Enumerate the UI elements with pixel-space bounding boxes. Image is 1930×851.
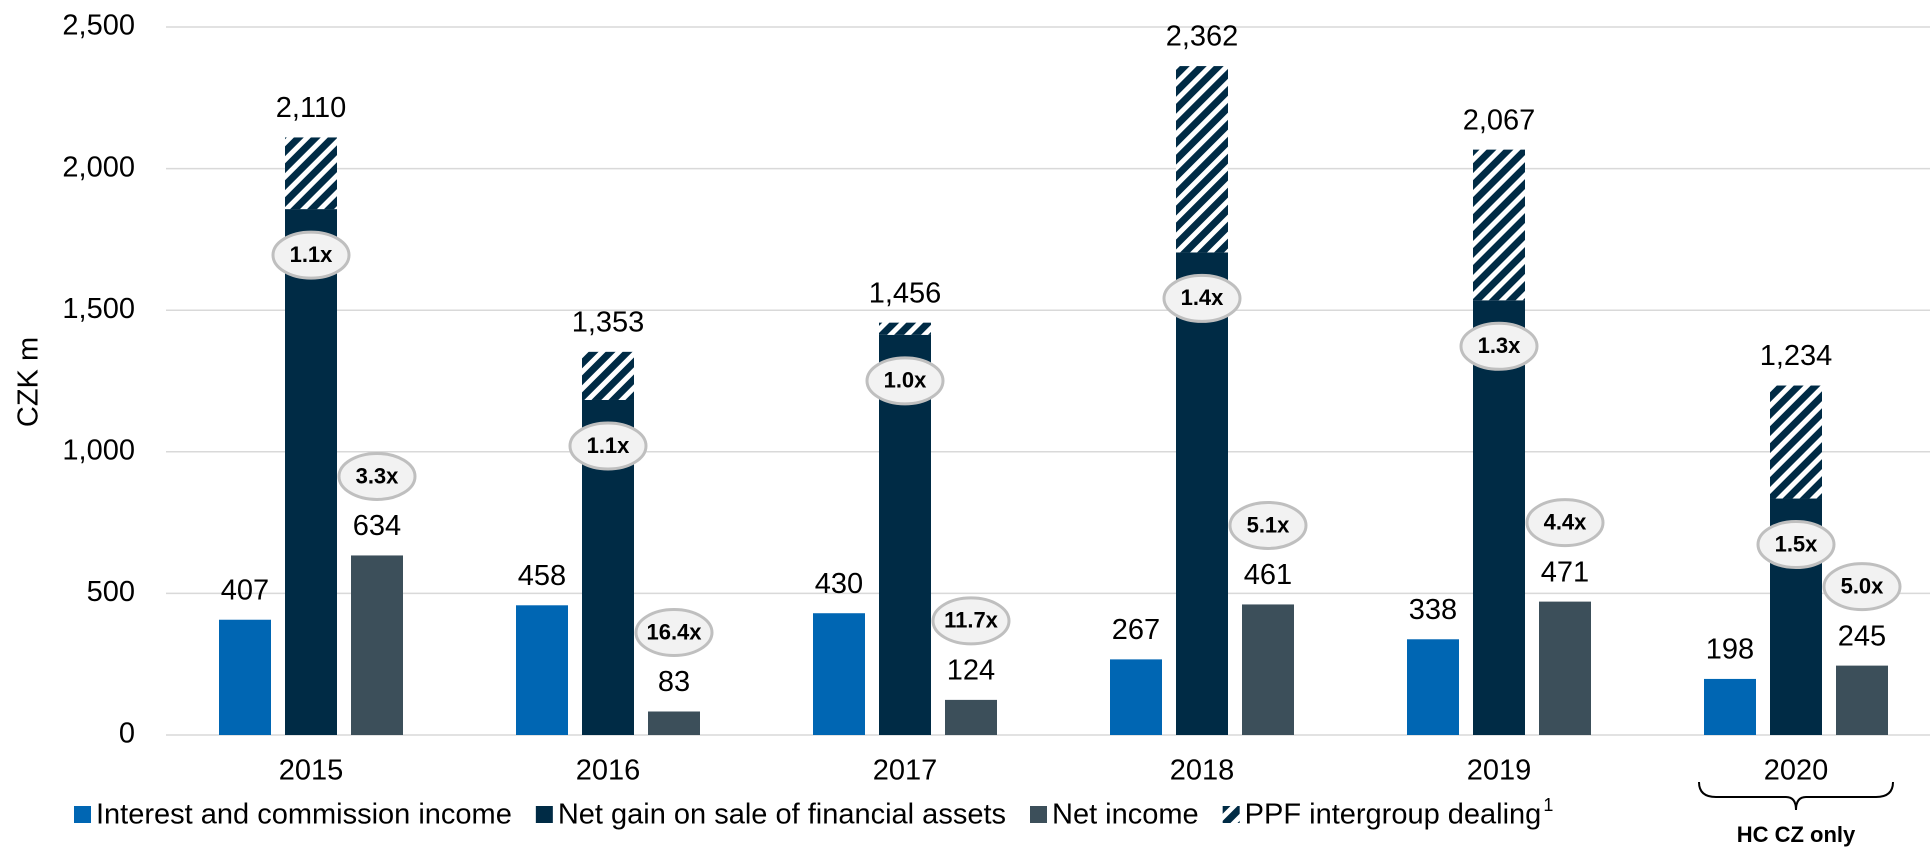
bar bbox=[1473, 149, 1525, 301]
multiple-badge bbox=[1162, 273, 1242, 323]
multiple-label: 1.3x bbox=[1478, 333, 1522, 358]
data-label: 245 bbox=[1838, 620, 1886, 652]
bar bbox=[1836, 665, 1888, 735]
legend-swatch bbox=[535, 806, 553, 823]
bar bbox=[1176, 252, 1228, 736]
stack-total-label: 1,234 bbox=[1760, 340, 1833, 372]
y-tick-label: 2,000 bbox=[62, 151, 135, 183]
x-tick-label: 2018 bbox=[1170, 755, 1235, 787]
multiple-label: 5.0x bbox=[1841, 573, 1885, 598]
stack-total-label: 2,362 bbox=[1166, 21, 1239, 53]
data-label: 83 bbox=[658, 666, 690, 698]
y-tick-label: 500 bbox=[87, 576, 135, 608]
multiple-label: 4.4x bbox=[1544, 509, 1588, 534]
multiple-badge bbox=[1822, 562, 1902, 612]
data-label: 458 bbox=[518, 560, 566, 592]
bar bbox=[1242, 604, 1294, 735]
bar bbox=[516, 605, 568, 735]
bracket-note: HC CZ only bbox=[1737, 822, 1856, 847]
multiple-label: 16.4x bbox=[646, 619, 702, 644]
data-label: 267 bbox=[1112, 614, 1160, 646]
multiple-badge bbox=[337, 451, 417, 501]
multiple-badge bbox=[1525, 498, 1605, 548]
x-tick-label: 2017 bbox=[873, 755, 938, 787]
y-tick-label: 1,500 bbox=[62, 293, 135, 325]
bar bbox=[879, 322, 931, 335]
y-axis-title: CZK m bbox=[13, 337, 45, 427]
multiple-label: 3.3x bbox=[356, 463, 400, 488]
legend-swatch bbox=[74, 806, 91, 823]
x-tick-label: 2016 bbox=[576, 755, 641, 787]
bar bbox=[582, 351, 634, 400]
multiple-label: 1.4x bbox=[1181, 285, 1225, 310]
bar bbox=[285, 209, 337, 735]
multiple-badge bbox=[1756, 520, 1836, 570]
y-tick-label: 1,000 bbox=[62, 434, 135, 466]
bar bbox=[648, 711, 700, 735]
multiple-label: 1.0x bbox=[884, 368, 928, 393]
stack-total-label: 1,456 bbox=[869, 277, 942, 309]
bar bbox=[1770, 385, 1822, 499]
bar bbox=[1176, 66, 1228, 253]
legend-swatch bbox=[1030, 806, 1047, 823]
multiple-badge bbox=[634, 607, 714, 657]
data-label: 471 bbox=[1541, 556, 1589, 588]
data-label: 198 bbox=[1706, 634, 1754, 666]
bar bbox=[813, 613, 865, 735]
bar bbox=[945, 699, 997, 735]
legend-swatch bbox=[1222, 806, 1240, 823]
x-tick-label: 2020 bbox=[1764, 755, 1829, 787]
legend-label: Net income bbox=[1052, 799, 1199, 831]
data-label: 338 bbox=[1409, 594, 1457, 626]
y-tick-label: 0 bbox=[119, 718, 135, 750]
bar bbox=[219, 619, 271, 735]
y-tick-label: 2,500 bbox=[62, 10, 135, 42]
stack-total-label: 2,110 bbox=[276, 92, 346, 124]
legend-label: Net gain on sale of financial assets bbox=[558, 799, 1006, 831]
multiple-label: 1.1x bbox=[290, 242, 334, 267]
bracket bbox=[1698, 781, 1894, 811]
x-tick-label: 2019 bbox=[1467, 755, 1532, 787]
bar bbox=[1407, 639, 1459, 735]
bar bbox=[1110, 659, 1162, 735]
legend-label: Interest and commission income bbox=[96, 799, 512, 831]
legend-label: PPF intergroup dealing bbox=[1245, 799, 1542, 831]
bar bbox=[1704, 678, 1756, 735]
data-label: 634 bbox=[353, 510, 401, 542]
multiple-label: 5.1x bbox=[1247, 512, 1291, 537]
x-tick-label: 2015 bbox=[279, 755, 344, 787]
data-label: 407 bbox=[221, 574, 269, 606]
data-label: 124 bbox=[947, 655, 995, 687]
bar bbox=[1473, 300, 1525, 735]
multiple-label: 1.5x bbox=[1775, 531, 1819, 556]
multiple-badge bbox=[931, 596, 1011, 646]
multiple-label: 11.7x bbox=[944, 608, 999, 633]
multiple-badge bbox=[1228, 500, 1308, 550]
multiple-badge bbox=[568, 421, 648, 471]
bar bbox=[285, 137, 337, 210]
bar bbox=[351, 555, 403, 735]
stack-total-label: 1,353 bbox=[572, 306, 645, 338]
multiple-badge bbox=[865, 356, 945, 406]
stack-total-label: 2,067 bbox=[1463, 104, 1536, 136]
data-label: 430 bbox=[815, 568, 863, 600]
bar bbox=[1539, 601, 1591, 735]
multiple-label: 1.1x bbox=[587, 433, 631, 458]
multiple-badge bbox=[271, 230, 351, 280]
multiple-badge bbox=[1459, 321, 1539, 371]
legend-footnote: 1 bbox=[1543, 795, 1553, 815]
data-label: 461 bbox=[1244, 559, 1292, 591]
